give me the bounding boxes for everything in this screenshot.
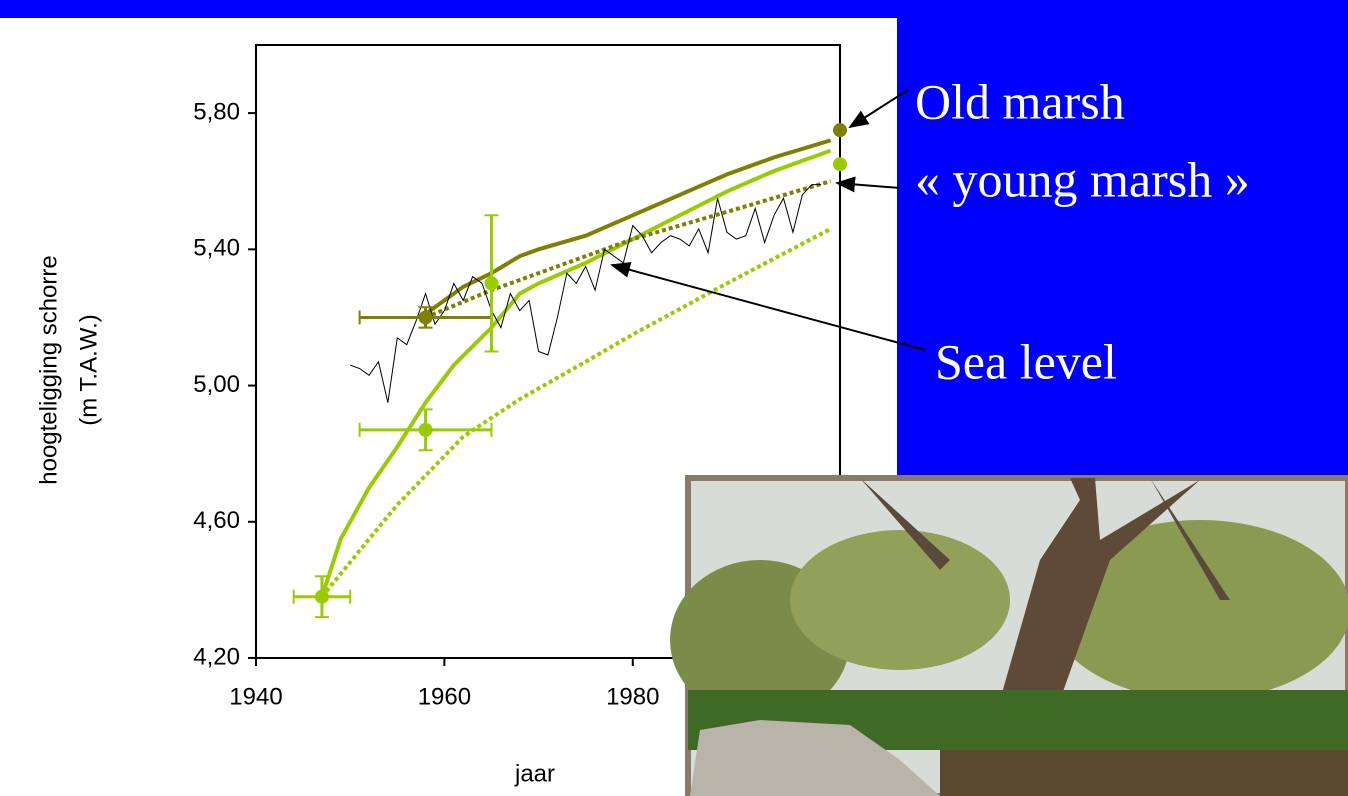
y-tick-label: 5,40 [193, 235, 240, 262]
data-point [315, 590, 329, 604]
annotation: « young marsh » [915, 151, 1250, 207]
y-tick-label: 5,00 [193, 371, 240, 398]
data-point [419, 423, 433, 437]
x-tick-label: 1980 [606, 683, 659, 710]
slide: 4,20 4,60 5,00 5,40 5,80 1940 1960 1980 jaar hoog… [0, 0, 1348, 796]
annotation-arrow [837, 183, 900, 188]
data-point [419, 310, 433, 324]
y-axis-label: (m T.A.W.) [75, 314, 102, 426]
photo [670, 478, 1348, 796]
data-point [484, 276, 498, 290]
x-tick-label: 1940 [229, 683, 282, 710]
page: 4,20 4,60 5,00 5,40 5,80 1940 1960 1980 jaar hoog… [0, 0, 1348, 796]
annotation: Sea level [935, 333, 1117, 389]
annotation-arrow [612, 265, 925, 350]
series-line [350, 185, 821, 403]
x-axis-label: jaar [514, 760, 555, 787]
data-point [833, 157, 847, 171]
y-tick-label: 4,20 [193, 643, 240, 670]
y-axis-label: hoogteligging schorre [35, 255, 62, 485]
x-tick-label: 1960 [418, 683, 471, 710]
annotation: Old marsh [915, 73, 1125, 129]
data-point [833, 123, 847, 137]
y-tick-label: 4,60 [193, 507, 240, 534]
y-tick-label: 5,80 [193, 98, 240, 125]
label-panel [897, 0, 1348, 478]
